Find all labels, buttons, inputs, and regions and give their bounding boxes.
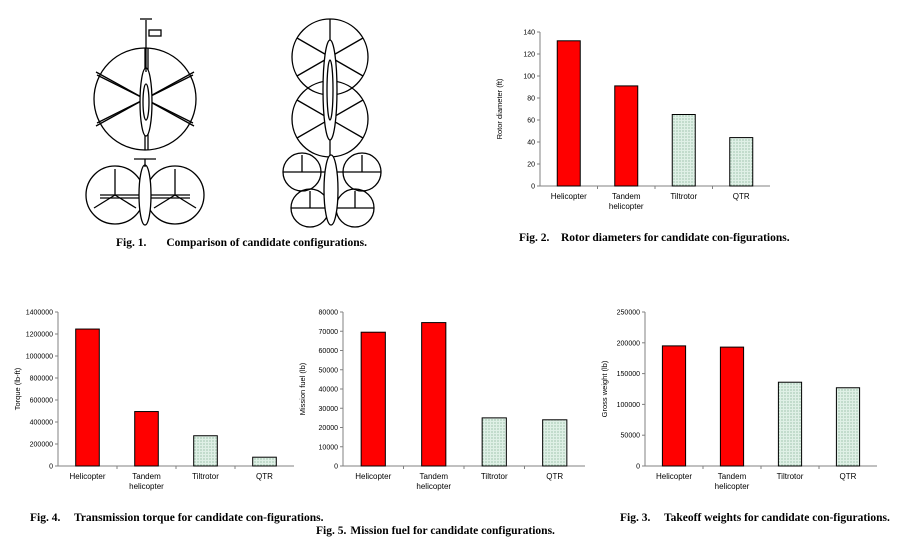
bar <box>835 387 861 467</box>
y-tick-label: 20 <box>527 162 535 169</box>
bar <box>719 346 745 467</box>
y-tick-label: 400000 <box>30 420 53 427</box>
bar <box>193 435 218 467</box>
y-tick-label: 250000 <box>617 310 640 317</box>
fig1-text: Comparison of candidate configurations. <box>166 237 367 249</box>
x-tick-label: helicopter <box>416 482 451 491</box>
bar <box>671 114 696 187</box>
x-tick-label: helicopter <box>129 482 164 491</box>
x-tick-label: Tiltrotor <box>777 472 804 481</box>
y-axis-label: Mission fuel (lb) <box>298 362 307 415</box>
fig1-number: Fig. 1. <box>116 237 147 249</box>
x-tick-label: Tiltrotor <box>670 192 697 201</box>
y-tick-label: 60 <box>527 118 535 125</box>
fig5-text: Mission fuel for candidate configuration… <box>350 525 555 537</box>
fig2-text: Rotor diameters for candidate con-figura… <box>561 232 790 244</box>
x-tick-label: QTR <box>733 192 750 201</box>
transmission-torque-chart: 0 200000 400000 600000 800000 1000000 1200000 1… <box>13 310 294 491</box>
bar <box>661 345 687 467</box>
tandem-helicopter-sketch <box>291 18 369 158</box>
y-tick-label: 0 <box>334 464 338 471</box>
x-tick-label: Helicopter <box>355 472 391 481</box>
fig3-number: Fig. 3. <box>620 512 651 524</box>
fig4-caption: Fig. 4. Transmission torque for candidate… <box>30 511 324 525</box>
y-tick-label: 80 <box>527 96 535 103</box>
bar <box>729 137 754 187</box>
y-tick-label: 70000 <box>319 329 339 336</box>
quad-tiltrotor-sketch <box>282 152 382 228</box>
bar <box>556 40 581 187</box>
x-tick-label: QTR <box>256 472 273 481</box>
fig3-caption: Fig. 3. Takeoff weights for candidate con… <box>620 511 890 525</box>
y-tick-label: 0 <box>636 464 640 471</box>
y-axis-label: Rotor diameter (ft) <box>495 78 504 139</box>
bar <box>360 331 386 467</box>
x-tick-label: QTR <box>840 472 857 481</box>
bar <box>252 456 277 467</box>
y-tick-label: 140 <box>523 30 535 37</box>
x-tick-label: Helicopter <box>551 192 587 201</box>
y-tick-label: 1000000 <box>26 354 53 361</box>
x-tick-label: Tandem <box>612 192 641 201</box>
y-tick-label: 120 <box>523 52 535 59</box>
bar <box>614 85 639 187</box>
bar <box>421 322 447 467</box>
x-tick-label: Tiltrotor <box>192 472 219 481</box>
y-tick-label: 30000 <box>319 406 339 413</box>
fig3-text: Takeoff weights for candidate con-figura… <box>664 512 890 524</box>
x-tick-label: helicopter <box>609 202 644 211</box>
fig4-number: Fig. 4. <box>30 512 61 524</box>
rotor-diameter-chart: 0 20 40 60 80 100 120 140 Rotor diameter (ft) Hel… <box>495 30 770 211</box>
y-tick-label: 20000 <box>319 425 339 432</box>
y-tick-label: 100000 <box>617 402 640 409</box>
y-tick-label: 200000 <box>30 442 53 449</box>
y-tick-label: 1200000 <box>26 332 53 339</box>
x-tick-label: Helicopter <box>69 472 105 481</box>
y-tick-label: 50000 <box>319 367 339 374</box>
y-tick-label: 40 <box>527 140 535 147</box>
y-tick-label: 40000 <box>319 387 339 394</box>
mission-fuel-chart: 0 10000 20000 30000 40000 50000 60000 70000 8000… <box>298 310 585 491</box>
y-tick-label: 60000 <box>319 348 339 355</box>
bar <box>75 328 100 467</box>
y-axis-label: Torque (lb-ft) <box>13 367 22 410</box>
fig5-number: Fig. 5. <box>316 525 347 537</box>
bar <box>481 417 507 467</box>
x-tick-label: Helicopter <box>656 472 692 481</box>
x-tick-label: Tandem <box>420 472 449 481</box>
y-tick-label: 600000 <box>30 398 53 405</box>
y-tick-label: 200000 <box>617 340 640 347</box>
y-tick-label: 800000 <box>30 376 53 383</box>
y-tick-label: 100 <box>523 74 535 81</box>
helicopter-sketch <box>93 18 197 151</box>
configurations-figure <box>85 18 382 228</box>
bar <box>542 419 568 467</box>
fig5-caption: Fig. 5. Mission fuel for candidate config… <box>316 524 555 538</box>
y-tick-label: 1400000 <box>26 310 53 317</box>
y-tick-label: 10000 <box>319 444 339 451</box>
x-tick-label: QTR <box>546 472 563 481</box>
x-tick-label: Tandem <box>718 472 747 481</box>
y-tick-label: 0 <box>531 184 535 191</box>
y-tick-label: 0 <box>49 464 53 471</box>
fig2-caption: Fig. 2. Rotor diameters for candidate con… <box>519 231 790 245</box>
y-tick-label: 80000 <box>319 310 339 317</box>
fig1-caption: Fig. 1. Comparison of candidate configura… <box>116 236 367 250</box>
x-tick-label: helicopter <box>715 482 750 491</box>
y-axis-label: Gross weight (lb) <box>600 360 609 417</box>
x-tick-label: Tiltrotor <box>481 472 508 481</box>
gross-weight-chart: 0 50000 100000 150000 200000 250000 Gross weig… <box>600 310 877 491</box>
y-tick-label: 50000 <box>621 433 641 440</box>
fig4-text: Transmission torque for candidate con-fi… <box>74 512 324 524</box>
bar <box>777 381 803 467</box>
x-tick-label: Tandem <box>132 472 161 481</box>
fig2-number: Fig. 2. <box>519 232 550 244</box>
y-tick-label: 150000 <box>617 371 640 378</box>
tiltrotor-sketch <box>85 158 205 226</box>
bar <box>134 411 159 467</box>
